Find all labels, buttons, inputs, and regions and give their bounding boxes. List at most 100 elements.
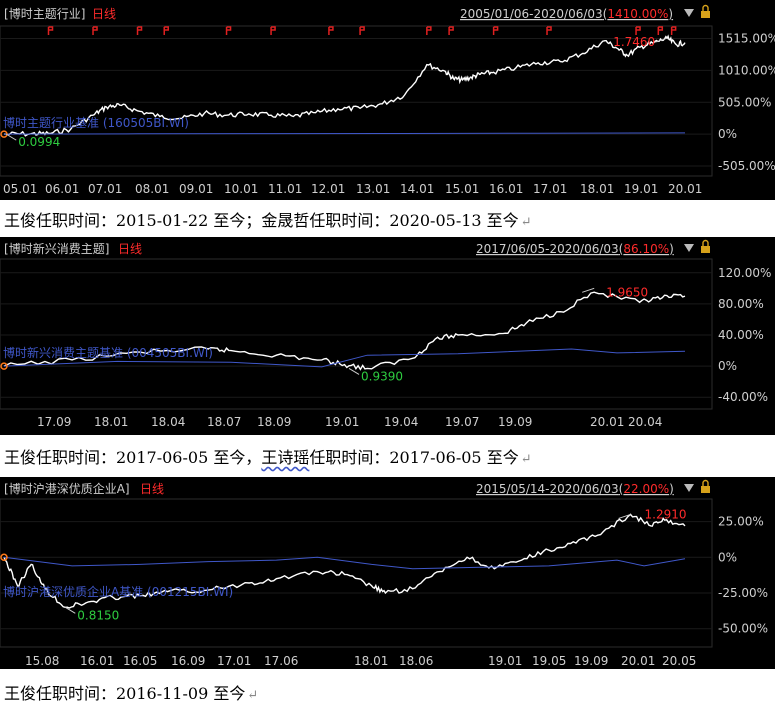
chart-svg-1: [博时主题行业] 日线 2005/01/06-2020/06/03(1410.0… <box>0 4 775 196</box>
date-range[interactable]: 2017/06/05-2020/06/03(86.10%) <box>476 242 674 256</box>
x-tick-label: 19.09 <box>498 415 532 429</box>
period-type[interactable]: 日线 <box>118 242 142 256</box>
x-tick-label: 19.05 <box>532 654 566 668</box>
chart-svg-3: [博时沪港深优质企业A] 日线 2015/05/14-2020/06/03(22… <box>0 479 768 668</box>
dropdown-triangle-icon[interactable] <box>684 484 694 492</box>
y-tick-label: -25.00% <box>718 586 768 600</box>
x-tick-label: 06.01 <box>45 182 79 196</box>
lock-icon[interactable] <box>701 239 710 254</box>
x-tick-label: 20.01 <box>621 654 655 668</box>
x-tick-label: 16.05 <box>123 654 157 668</box>
event-flag-icon <box>635 26 641 35</box>
y-tick-label: -50.00% <box>718 622 768 636</box>
y-tick-label: 1515.00% <box>718 32 775 46</box>
event-flag-icon <box>657 26 664 35</box>
manager-caption-3: 王俊任职时间：2016-11-09 至今 ↵ <box>4 684 259 703</box>
x-tick-label: 19.09 <box>574 654 608 668</box>
x-tick-label: 16.09 <box>171 654 205 668</box>
event-flag-icon <box>492 26 499 35</box>
event-flag-icon <box>225 26 232 35</box>
x-tick-label: 18.07 <box>207 415 241 429</box>
benchmark-series-line <box>3 556 686 570</box>
event-flag-icon <box>328 26 334 35</box>
min-pointer <box>348 368 360 375</box>
max-pointer <box>618 513 631 519</box>
y-tick-label: 505.00% <box>718 95 771 109</box>
min-value-label: 0.0994 <box>18 135 60 149</box>
min-pointer <box>5 133 17 141</box>
y-tick-label: 0% <box>718 127 737 141</box>
period-type[interactable]: 日线 <box>140 482 164 496</box>
date-range[interactable]: 2015/05/14-2020/06/03(22.00%) <box>476 482 674 496</box>
x-tick-label: 17.06 <box>264 654 298 668</box>
plot-frame <box>0 498 713 648</box>
max-value-label: 1.7460 <box>613 35 655 49</box>
benchmark-series-line <box>3 348 686 368</box>
date-range[interactable]: 2005/01/06-2020/06/03(1410.00%) <box>460 7 673 21</box>
y-tick-label: 1010.00% <box>718 63 775 77</box>
x-tick-label: 19.01 <box>624 182 658 196</box>
y-tick-label: -505.00% <box>718 159 775 173</box>
event-flag-icon <box>47 26 54 35</box>
event-flag-icon <box>670 26 677 35</box>
plot-frame <box>0 258 713 410</box>
x-tick-label: 20.05 <box>662 654 696 668</box>
min-value-label: 0.8150 <box>77 608 119 622</box>
fund-title: [博时主题行业] <box>4 6 85 21</box>
dropdown-triangle-icon[interactable] <box>684 244 694 252</box>
lock-icon[interactable] <box>701 479 710 494</box>
x-tick-label: 10.01 <box>224 182 258 196</box>
x-tick-label: 15.01 <box>445 182 479 196</box>
x-tick-label: 19.04 <box>384 415 418 429</box>
event-flag-icon <box>426 26 432 35</box>
manager-caption-2: 王俊任职时间：2017-06-05 至今，王诗瑶任职时间：2017-06-05 … <box>4 448 532 467</box>
y-tick-label: 120.00% <box>718 266 771 280</box>
event-flag-icon <box>163 26 169 35</box>
x-tick-label: 18.09 <box>257 415 291 429</box>
x-tick-label: 15.08 <box>25 654 59 668</box>
x-tick-label: 17.09 <box>37 415 71 429</box>
benchmark-label: 博时沪港深优质企业A基准 (001215BI.WI) <box>3 584 233 599</box>
chart-panel-3: [博时沪港深优质企业A] 日线 2015/05/14-2020/06/03(22… <box>0 477 775 669</box>
x-tick-label: 07.01 <box>88 182 122 196</box>
x-tick-label: 14.01 <box>400 182 434 196</box>
min-value-label: 0.9390 <box>361 369 403 383</box>
y-tick-label: 40.00% <box>718 328 764 342</box>
x-tick-label: 20.04 <box>628 415 662 429</box>
x-tick-label: 18.06 <box>399 654 433 668</box>
x-tick-label: 19.01 <box>325 415 359 429</box>
fund-series-line <box>3 513 686 609</box>
fund-series-line <box>4 34 686 137</box>
dropdown-triangle-icon[interactable] <box>684 9 694 17</box>
event-flag-icon <box>359 26 365 35</box>
max-value-label: 1.9650 <box>606 285 648 299</box>
max-value-label: 1.2910 <box>645 507 687 521</box>
y-tick-label: 0% <box>718 550 737 564</box>
start-point-marker <box>0 553 8 562</box>
plot-frame <box>0 25 713 177</box>
x-tick-label: 13.01 <box>356 182 390 196</box>
x-tick-label: 20.01 <box>668 182 702 196</box>
manager-caption-1: 王俊任职时间：2015-01-22 至今；金晟哲任职时间：2020-05-13 … <box>4 211 532 230</box>
x-tick-label: 05.01 <box>3 182 37 196</box>
x-tick-label: 18.01 <box>354 654 388 668</box>
x-tick-label: 19.01 <box>488 654 522 668</box>
x-tick-label: 18.01 <box>580 182 614 196</box>
y-tick-label: 25.00% <box>718 515 764 529</box>
x-tick-label: 18.04 <box>151 415 185 429</box>
x-tick-label: 11.01 <box>268 182 302 196</box>
benchmark-label: 博时新兴消费主题基准 (004505BI.WI) <box>3 345 213 360</box>
y-tick-label: -40.00% <box>718 390 768 404</box>
max-pointer <box>582 287 595 293</box>
fund-title: [博时沪港深优质企业A] <box>4 481 130 496</box>
lock-icon[interactable] <box>701 4 710 19</box>
fund-title: [博时新兴消费主题] <box>4 241 109 256</box>
x-tick-label: 09.01 <box>179 182 213 196</box>
min-pointer <box>65 606 76 614</box>
period-type[interactable]: 日线 <box>92 7 116 21</box>
chart-panel-2: [博时新兴消费主题] 日线 2017/06/05-2020/06/03(86.1… <box>0 237 775 435</box>
benchmark-label: 博时主题行业基准 (160505BI.WI) <box>3 115 189 130</box>
event-flag-icon <box>92 26 98 35</box>
y-tick-label: 0% <box>718 359 737 373</box>
start-point-marker <box>0 362 8 370</box>
